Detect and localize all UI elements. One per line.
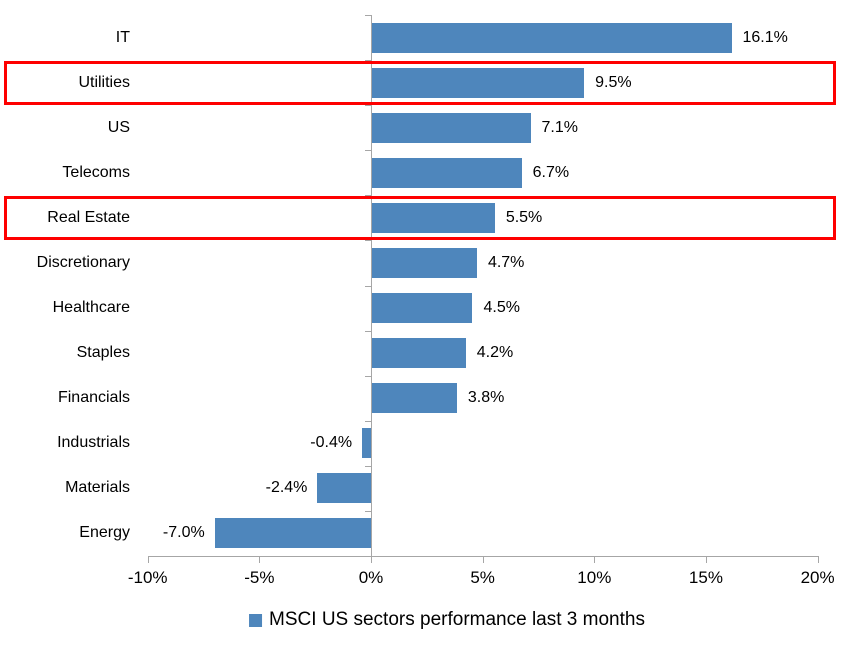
value-label: 7.1% [541,118,578,136]
y-axis-tick [365,330,371,332]
x-tick-label: 20% [800,568,835,587]
x-axis-tick [594,556,596,563]
category-label: Industrials [57,434,130,452]
x-tick-label: -5% [244,568,275,587]
bar [372,383,457,414]
value-label: -0.4% [310,434,353,452]
category-label: Utilities [78,73,130,91]
x-axis-tick [705,556,707,563]
category-label: Materials [65,479,130,497]
category-label: Staples [76,344,130,362]
bar [372,293,473,324]
category-label: Telecoms [62,163,130,181]
value-label: -7.0% [162,524,205,542]
x-tick-label: 10% [577,568,612,587]
y-axis-tick [365,465,371,467]
legend: MSCI US sectors performance last 3 month… [249,609,645,631]
category-label: Healthcare [52,299,130,317]
value-label: 4.2% [476,344,514,362]
x-tick-label: 5% [470,568,495,587]
y-axis-tick [365,60,371,62]
bar [372,67,585,98]
value-label: 6.7% [532,163,570,181]
bar [372,112,531,143]
y-axis-tick [365,150,371,152]
y-axis-tick [365,15,371,16]
y-axis-tick [365,420,371,422]
x-tick-label: 15% [688,568,723,587]
x-axis-tick [147,556,149,563]
y-axis-tick [365,375,371,377]
x-axis-line [147,556,818,557]
x-tick-label: -10% [127,568,168,587]
y-axis-tick [365,510,371,512]
bar [372,22,732,53]
y-axis-tick [365,195,371,197]
x-axis-tick [259,556,261,563]
y-axis-tick [365,240,371,242]
highlight-box [4,195,836,240]
x-tick-label: 0% [358,568,384,587]
bar [372,338,466,369]
value-label: 4.5% [483,299,520,317]
category-label: Energy [79,524,130,542]
bar [372,157,522,188]
value-label: 4.7% [487,253,525,271]
value-label: -2.4% [265,479,308,497]
y-axis-tick [365,105,371,107]
category-label: Real Estate [47,208,130,226]
x-axis-tick [482,556,484,563]
bar [372,202,495,233]
category-label: IT [115,28,130,46]
bar [372,247,477,278]
category-label: Financials [57,389,130,407]
category-label: US [107,118,130,136]
bar [362,428,371,459]
category-label: Discretionary [36,253,130,271]
x-axis-tick [371,556,372,563]
bar [214,518,371,549]
legend-swatch-icon [249,613,263,627]
bar [317,473,371,504]
value-label: 5.5% [505,208,543,226]
highlight-box [4,60,836,105]
y-axis-line [371,15,372,556]
value-label: 9.5% [595,73,632,91]
legend-label: MSCI US sectors performance last 3 month… [269,609,645,630]
value-label: 16.1% [742,28,788,46]
y-axis-tick [365,285,371,287]
value-label: 3.8% [467,389,505,407]
x-axis-tick [817,556,819,563]
